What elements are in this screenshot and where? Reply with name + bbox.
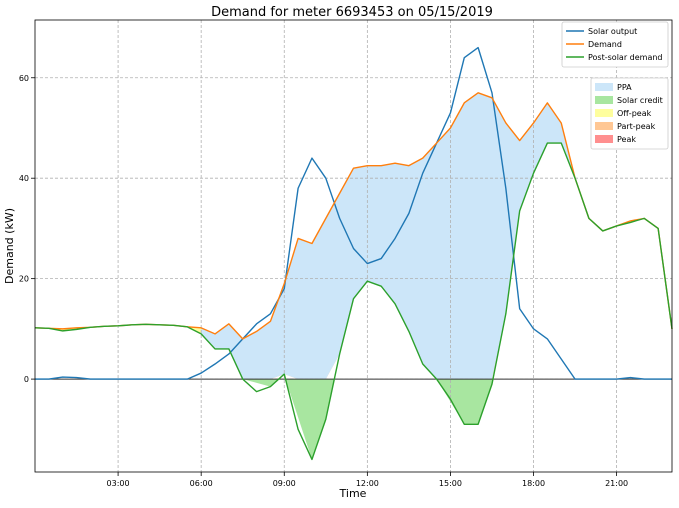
legend-line-label: Post-solar demand [588, 53, 663, 62]
axes-frame [34, 19, 673, 473]
legend-line-label: Demand [588, 40, 622, 49]
x-tick-label: 12:00 [356, 479, 379, 488]
y-axis-label: Demand (kW) [3, 208, 16, 284]
legend-patch-label: Solar credit [617, 96, 663, 105]
region-ppa [201, 92, 589, 380]
y-axis-ticks: 0 20 40 60 [19, 74, 35, 384]
x-tick-label: 03:00 [107, 479, 130, 488]
series-line-post-solar-demand [34, 142, 673, 461]
series-line-solar-output [35, 46, 672, 380]
region-solar-credit [242, 379, 279, 387]
legend-patch-label: Part-peak [617, 122, 656, 131]
x-tick-label: 21:00 [605, 479, 628, 488]
plot-area [34, 19, 673, 473]
legend-line-label: Solar output [588, 27, 637, 36]
x-axis-label: Time [339, 487, 367, 500]
x-tick-label: 06:00 [190, 479, 213, 488]
series-lines [34, 46, 673, 461]
y-tick-label: 0 [24, 375, 29, 384]
area-fills [35, 92, 672, 460]
legend-patch-label: Off-peak [617, 109, 652, 118]
y-tick-label: 60 [19, 74, 29, 83]
legend-patches-box [590, 77, 669, 150]
y-tick-label: 20 [19, 275, 29, 284]
x-tick-label: 15:00 [439, 479, 462, 488]
grid-lines [35, 20, 672, 472]
legend-lines-box [561, 21, 669, 68]
legend-patch-swatch [595, 109, 613, 117]
legend-patch-swatch [595, 96, 613, 104]
chart-title: Demand for meter 6693453 on 05/15/2019 [211, 5, 493, 20]
x-axis-ticks: 03:00 06:00 09:00 12:00 15:00 18:00 21:00 [107, 472, 628, 488]
legend-patch-label: PPA [617, 83, 632, 92]
legend-patch-swatch [595, 122, 613, 130]
y-tick-label: 40 [19, 174, 29, 183]
legend-lines: Solar output Demand Post-solar demand [561, 21, 669, 68]
legend-patch-swatch [595, 83, 613, 91]
legend-patches: PPA Solar credit Off-peak Part-peak Peak [590, 77, 669, 150]
legend-patch-swatch [595, 135, 613, 143]
region-solar-credit [285, 379, 335, 460]
legend-patch-label: Peak [617, 135, 636, 144]
x-tick-label: 18:00 [522, 479, 545, 488]
x-tick-label: 09:00 [273, 479, 296, 488]
